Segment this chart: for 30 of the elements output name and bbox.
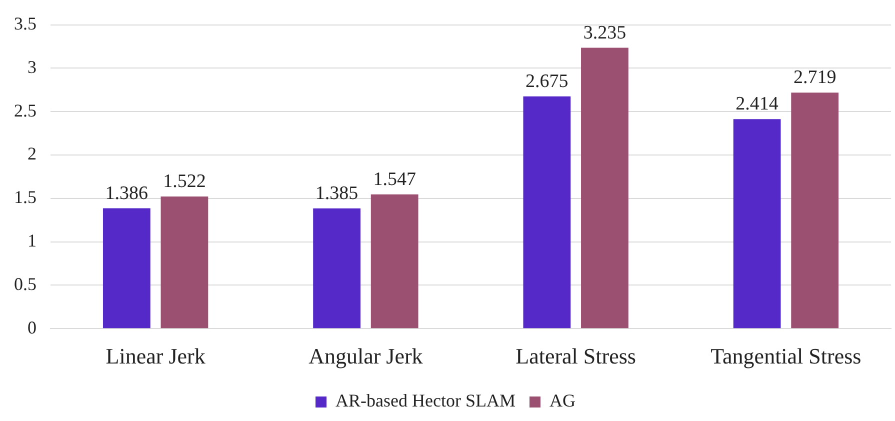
y-tick-label: 2.5: [14, 100, 36, 120]
bar: [370, 194, 418, 328]
bar: [581, 48, 628, 328]
x-tick-label: Angular Jerk: [308, 344, 423, 369]
x-tick-label: Tangential Stress: [710, 344, 862, 369]
data-label: 3.235: [583, 22, 626, 44]
bar: [160, 196, 208, 328]
bar: [523, 96, 571, 328]
data-label: 1.547: [373, 168, 416, 190]
bar: [313, 208, 360, 328]
legend-label: AR-based Hector SLAM: [336, 390, 516, 411]
y-tick-label: 3: [28, 56, 36, 77]
data-label: 1.386: [105, 182, 148, 204]
bar: [791, 92, 839, 328]
y-tick-label: 0: [28, 317, 36, 338]
data-label: 1.522: [163, 170, 206, 192]
y-tick-label: 3.5: [14, 14, 36, 34]
x-tick-label: Lateral Stress: [516, 344, 636, 369]
x-tick-label: Linear Jerk: [106, 344, 206, 369]
legend-label: AG: [549, 390, 576, 411]
data-label: 2.414: [736, 94, 779, 115]
bar: [733, 119, 781, 328]
y-tick-label: 1: [28, 230, 36, 251]
y-tick-label: 0.5: [14, 274, 36, 294]
y-tick-label: 2: [28, 144, 36, 164]
y-tick-label: 1.5: [14, 187, 36, 208]
data-label: 2.719: [793, 67, 836, 88]
bar: [102, 208, 150, 328]
data-label: 2.675: [526, 70, 568, 92]
data-label: 1.385: [315, 182, 358, 204]
